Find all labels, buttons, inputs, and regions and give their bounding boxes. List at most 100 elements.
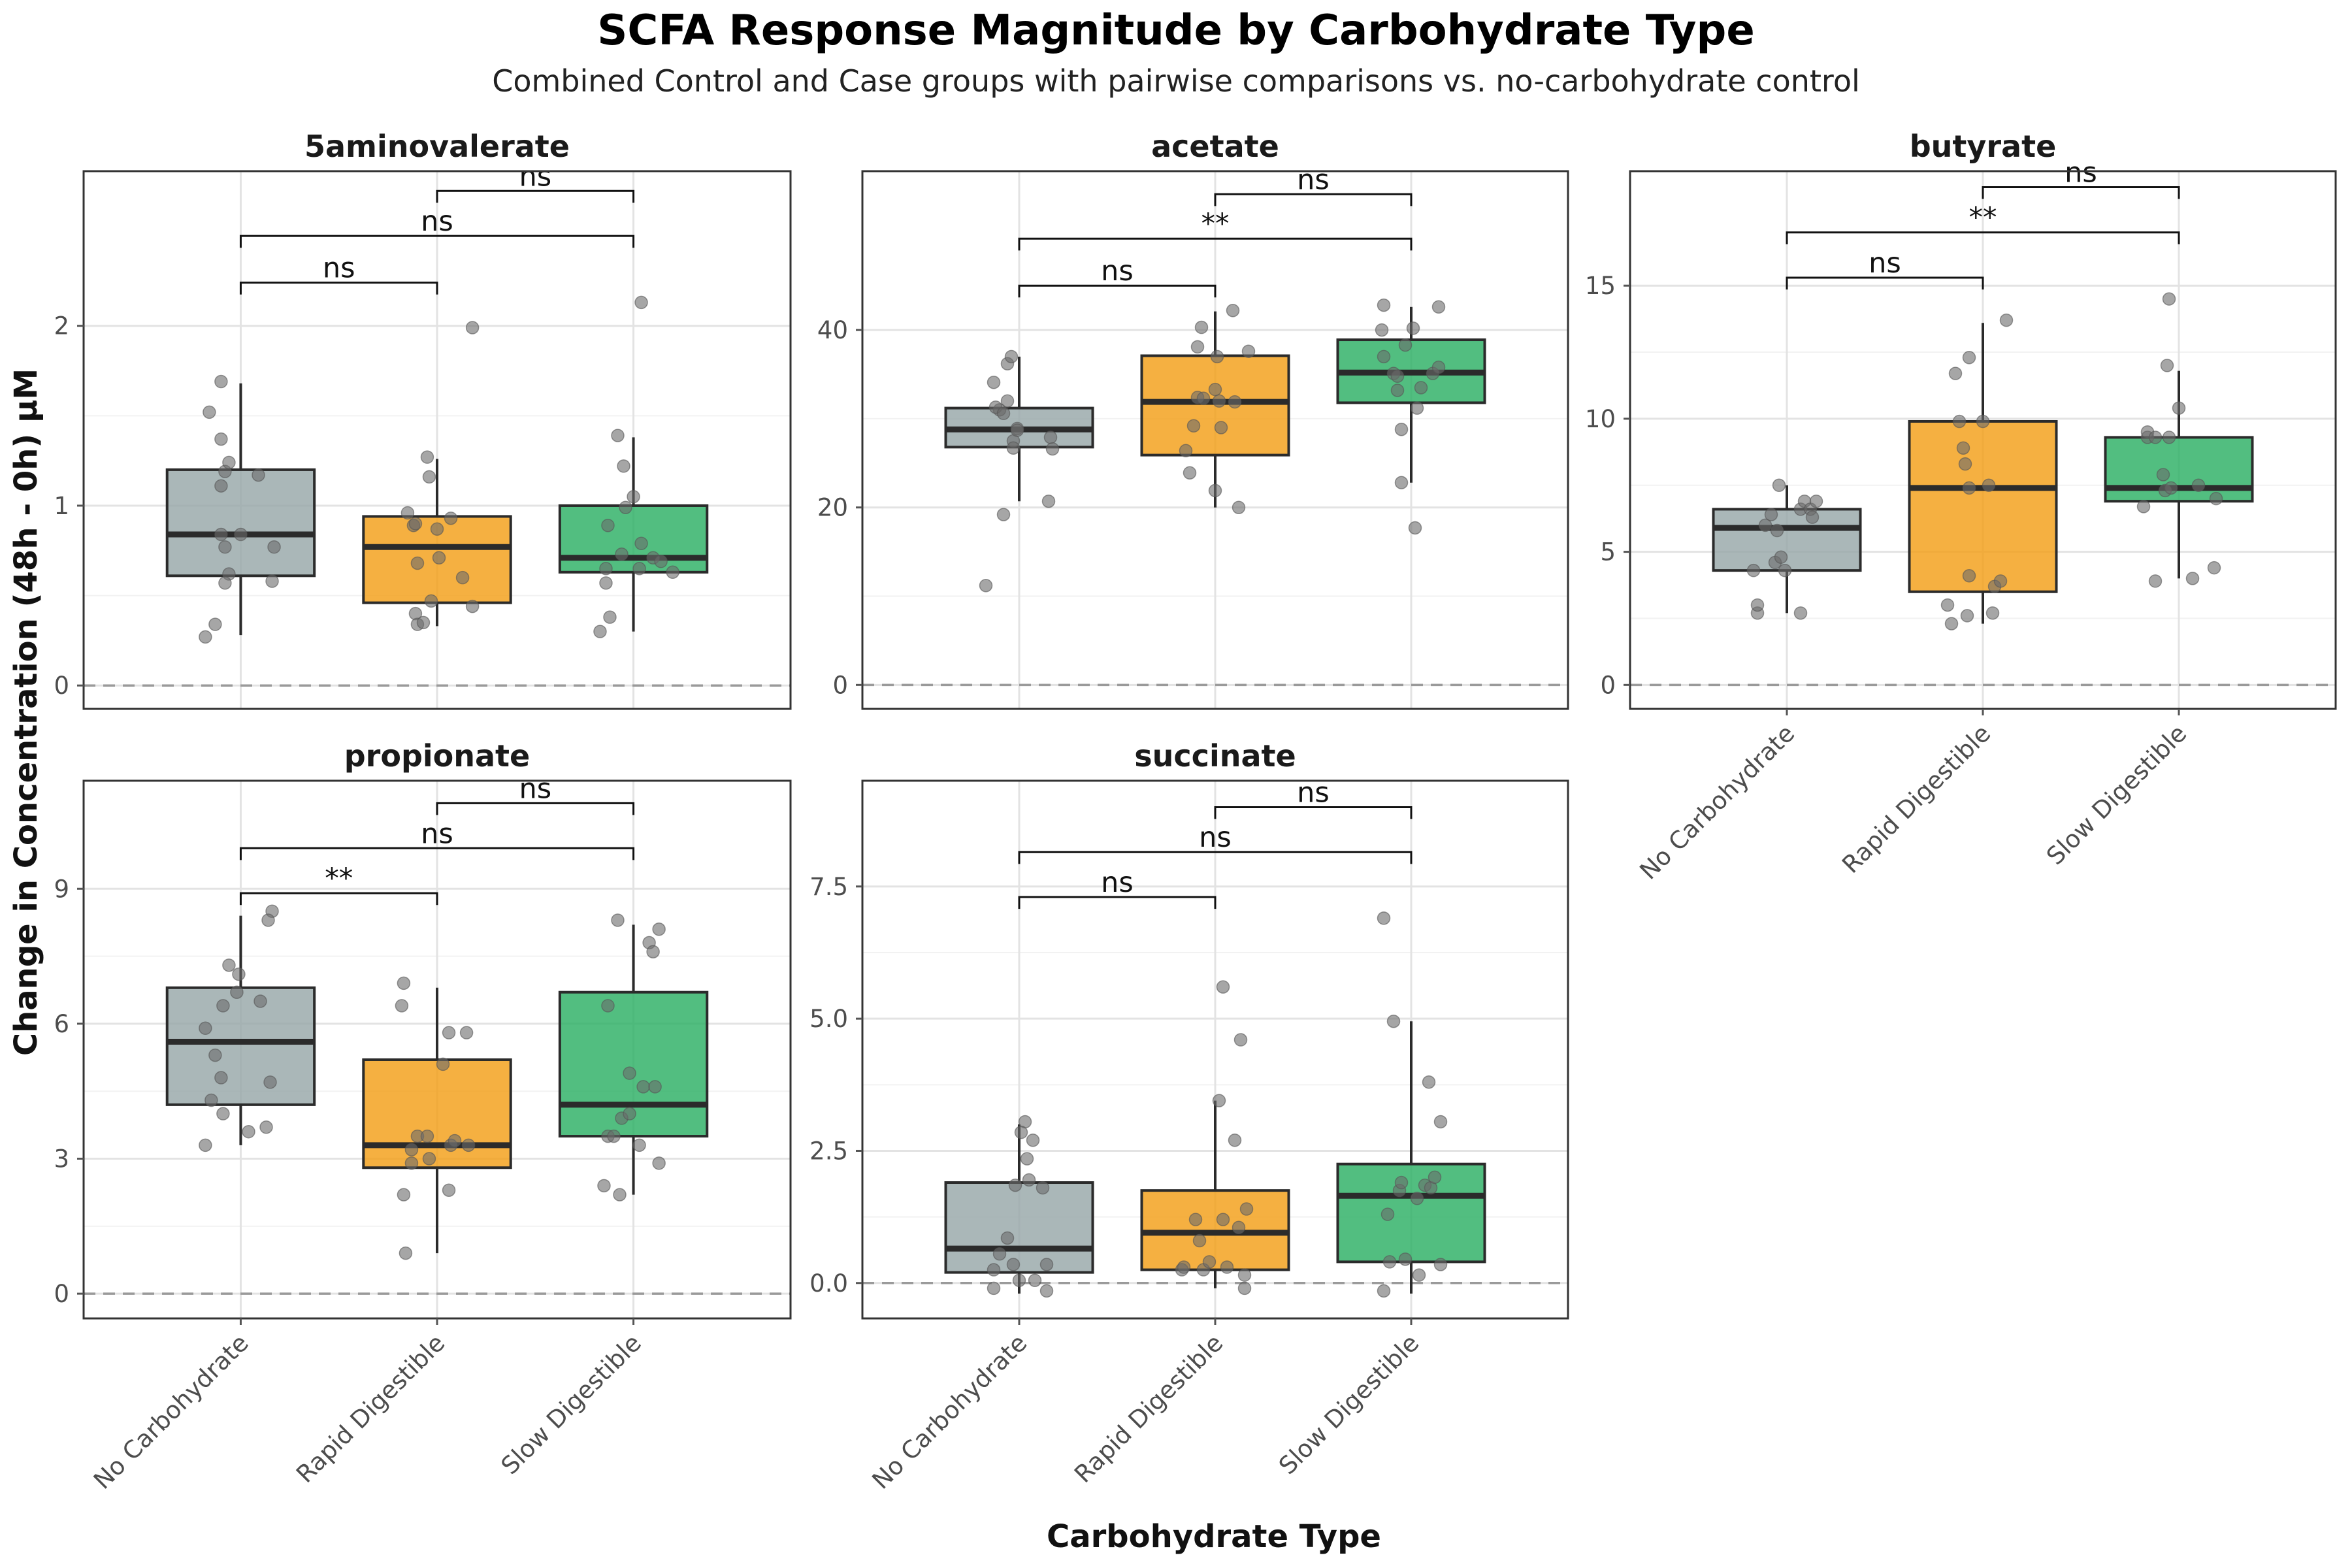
significance-label: ns <box>421 205 453 238</box>
data-point <box>1375 323 1389 337</box>
significance-label: ns <box>519 160 551 193</box>
data-point <box>1778 563 1792 578</box>
data-point <box>1774 550 1788 564</box>
data-point <box>1962 569 1976 583</box>
data-point <box>1006 441 1021 455</box>
y-tick-label: 9 <box>54 875 69 903</box>
data-point <box>1410 401 1424 415</box>
data-point <box>1022 1173 1036 1187</box>
data-point <box>214 432 228 446</box>
data-point <box>218 540 232 554</box>
data-point <box>1428 1170 1442 1184</box>
data-point <box>1809 494 1823 508</box>
data-point <box>632 1138 646 1152</box>
significance-bracket: ns <box>1786 247 1984 290</box>
data-point <box>1390 369 1405 383</box>
data-point <box>1179 444 1193 458</box>
data-point <box>2162 431 2176 444</box>
box-rapid-digestible <box>362 976 512 1260</box>
data-point <box>601 518 615 532</box>
x-tick-label: Slow Digestible <box>1273 1329 1424 1480</box>
data-point <box>1208 483 1222 498</box>
data-point <box>652 1156 666 1170</box>
data-point <box>1233 1033 1248 1047</box>
data-point <box>1237 1281 1252 1296</box>
data-point <box>1414 381 1428 395</box>
data-point <box>603 610 617 624</box>
data-point <box>1008 1178 1022 1192</box>
data-point <box>1770 523 1784 538</box>
data-point <box>613 1188 627 1201</box>
panel-acetate: acetate ns ** ns 0 20 40 <box>817 129 1569 710</box>
data-point <box>222 455 236 470</box>
data-point <box>232 967 246 981</box>
box-no-carbohydrate <box>1712 478 1862 620</box>
data-point <box>214 527 228 542</box>
y-tick-label: 40 <box>817 316 848 344</box>
box-slow-digestible <box>1336 298 1486 535</box>
data-point <box>992 1247 1007 1261</box>
data-point <box>2164 481 2178 495</box>
data-point <box>623 1066 636 1080</box>
data-point <box>1239 1202 1254 1216</box>
data-point <box>634 295 648 310</box>
data-point <box>1960 609 1974 623</box>
significance-label: ns <box>1101 866 1134 899</box>
data-point <box>208 1048 222 1062</box>
box-no-carbohydrate <box>944 350 1094 593</box>
data-point <box>199 1021 212 1036</box>
data-point <box>1039 1258 1054 1271</box>
data-point <box>1958 457 1972 471</box>
significance-label: ns <box>1101 255 1134 287</box>
bracket-line <box>1018 237 1413 251</box>
bracket-line <box>1214 806 1413 819</box>
data-point <box>214 1071 228 1085</box>
panel-propionate: propionate ** ns ns 0 3 6 9 No Carbohydrate Rapid… <box>54 738 792 1495</box>
data-point <box>599 576 613 590</box>
y-tick-label: 1 <box>54 492 69 520</box>
bracket-line <box>436 189 635 203</box>
data-point <box>666 565 679 580</box>
data-point <box>1212 1094 1226 1107</box>
data-point <box>634 536 648 551</box>
panel-title: butyrate <box>1910 129 2057 164</box>
box-iqr <box>1336 1162 1486 1264</box>
significance-bracket: ns <box>436 772 635 815</box>
facet-panels: 5aminovaleratensnsns012acetatens**ns0204… <box>54 129 2337 1495</box>
box-rapid-digestible <box>1140 980 1290 1296</box>
box-iqr <box>944 1181 1094 1274</box>
data-point <box>1226 303 1240 318</box>
data-point <box>1041 494 1056 508</box>
data-point <box>455 570 470 585</box>
data-point <box>430 522 444 536</box>
data-point <box>1764 508 1778 521</box>
data-point <box>1377 298 1391 312</box>
data-point <box>1398 338 1413 352</box>
box-slow-digestible <box>558 913 709 1201</box>
y-tick-label: 15 <box>1585 272 1616 300</box>
box-no-carbohydrate <box>165 904 316 1152</box>
significance-bracket: ns <box>1214 163 1413 206</box>
data-point <box>1406 321 1420 335</box>
panel-title: acetate <box>1151 129 1279 164</box>
data-point <box>1772 478 1786 493</box>
data-point <box>436 1057 450 1071</box>
data-point <box>1220 1260 1234 1274</box>
data-point <box>420 1129 434 1143</box>
data-point <box>1020 1152 1034 1166</box>
data-point <box>459 1026 474 1039</box>
data-point <box>2209 491 2223 506</box>
data-point <box>420 450 434 464</box>
data-point <box>2191 478 2206 493</box>
significance-label: ** <box>1201 208 1230 240</box>
significance-bracket: ns <box>1018 821 1413 864</box>
data-point <box>1194 320 1209 335</box>
data-point <box>1196 391 1211 405</box>
data-point <box>1377 911 1391 925</box>
data-point <box>1202 1255 1217 1269</box>
data-point <box>2148 431 2163 444</box>
box-rapid-digestible <box>1140 303 1290 514</box>
data-point <box>627 489 640 504</box>
